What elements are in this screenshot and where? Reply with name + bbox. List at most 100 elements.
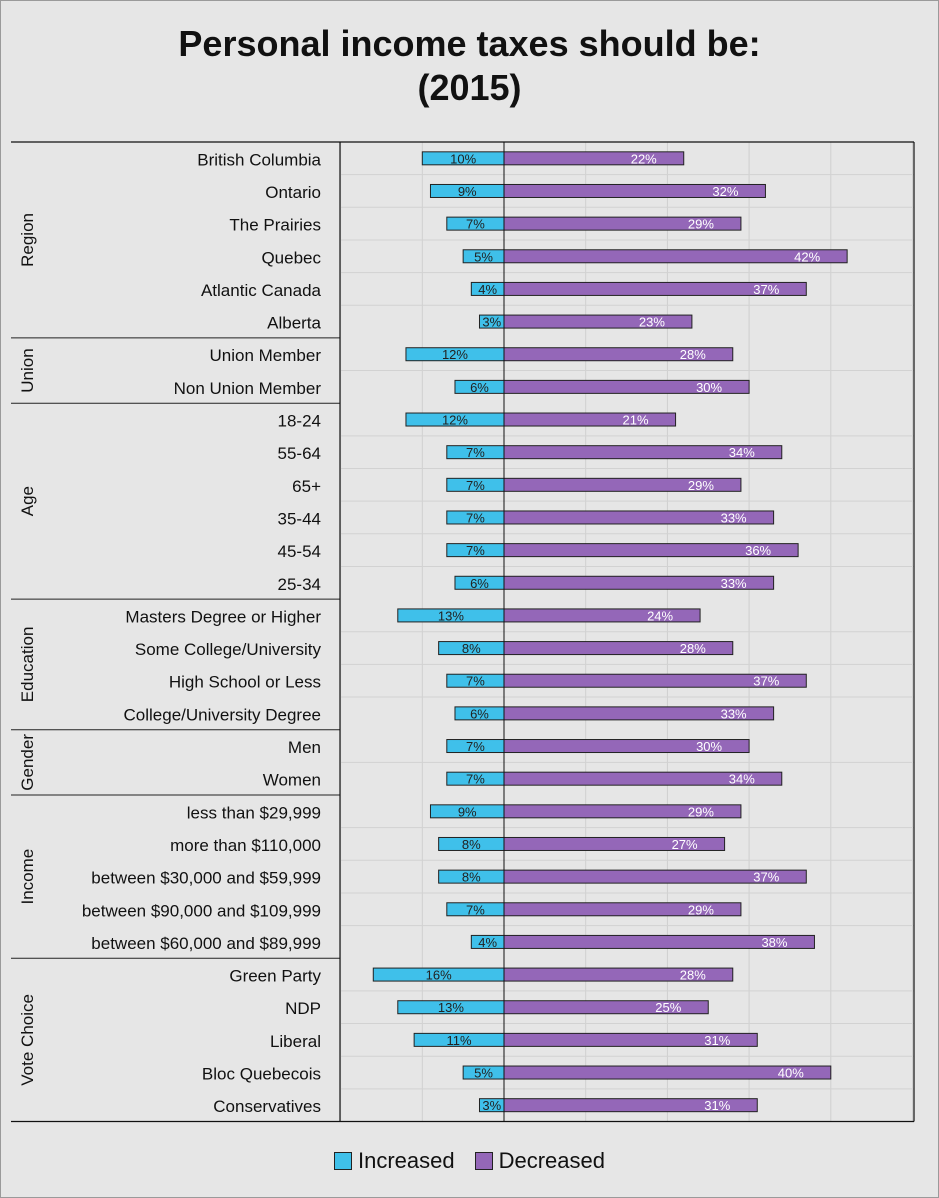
data-label-decreased: 23% xyxy=(639,315,665,330)
data-label-increased: 7% xyxy=(466,510,485,525)
data-label-decreased: 29% xyxy=(688,478,714,493)
data-label-increased: 12% xyxy=(442,347,468,362)
data-label-increased: 10% xyxy=(450,151,476,166)
legend-item-decreased: Decreased xyxy=(474,1148,605,1174)
data-label-increased: 7% xyxy=(466,772,485,787)
data-label-increased: 7% xyxy=(466,902,485,917)
data-label-decreased: 30% xyxy=(696,739,722,754)
category-label: 55-64 xyxy=(278,444,321,463)
title-line: Personal income taxes should be: xyxy=(178,23,761,64)
group-label: Gender xyxy=(18,734,37,791)
data-label-decreased: 42% xyxy=(794,249,820,264)
legend-swatch-decreased xyxy=(474,1152,493,1170)
data-label-increased: 6% xyxy=(470,380,489,395)
category-label: Union Member xyxy=(210,346,322,365)
data-label-decreased: 33% xyxy=(721,706,747,721)
data-label-increased: 7% xyxy=(466,217,485,232)
group-label: Region xyxy=(18,213,37,267)
category-label: Quebec xyxy=(261,248,321,267)
data-label-increased: 13% xyxy=(438,608,464,623)
bar-decreased xyxy=(503,151,685,166)
data-label-increased: 3% xyxy=(482,315,501,330)
data-label-decreased: 37% xyxy=(753,674,779,689)
data-label-decreased: 28% xyxy=(680,641,706,656)
group-label: Education xyxy=(18,627,37,703)
category-label: Ontario xyxy=(265,183,321,202)
data-label-decreased: 36% xyxy=(745,543,771,558)
category-label: Alberta xyxy=(267,314,321,333)
legend-label-increased: Increased xyxy=(357,1148,455,1173)
data-label-increased: 6% xyxy=(470,706,489,721)
data-label-decreased: 24% xyxy=(647,608,673,623)
chart-title: Personal income taxes should be: (2015) xyxy=(0,22,939,110)
data-label-decreased: 33% xyxy=(721,510,747,525)
data-label-decreased: 38% xyxy=(761,935,787,950)
category-label: Masters Degree or Higher xyxy=(125,607,321,626)
data-label-decreased: 31% xyxy=(704,1033,730,1048)
category-label: Atlantic Canada xyxy=(201,281,322,300)
data-label-increased: 9% xyxy=(458,804,477,819)
data-label-increased: 8% xyxy=(462,837,481,852)
category-label: British Columbia xyxy=(197,150,321,169)
legend-label-decreased: Decreased xyxy=(498,1148,605,1173)
category-label: Men xyxy=(288,738,321,757)
data-label-decreased: 40% xyxy=(778,1066,804,1081)
category-label: High School or Less xyxy=(169,673,321,692)
data-label-decreased: 34% xyxy=(729,445,755,460)
category-label: between $60,000 and $89,999 xyxy=(91,934,321,953)
data-label-increased: 3% xyxy=(482,1098,501,1113)
data-label-decreased: 27% xyxy=(672,837,698,852)
category-label: 35-44 xyxy=(278,509,321,528)
data-label-increased: 6% xyxy=(470,576,489,591)
subtitle-line: (2015) xyxy=(417,67,522,108)
data-label-decreased: 25% xyxy=(655,1000,681,1015)
category-label: more than $110,000 xyxy=(170,836,321,855)
data-label-increased: 8% xyxy=(462,870,481,885)
data-label-increased: 5% xyxy=(474,1066,493,1081)
category-label: between $30,000 and $59,999 xyxy=(91,869,321,888)
category-label: 65+ xyxy=(292,477,321,496)
group-label: Vote Choice xyxy=(18,994,37,1086)
category-label: Liberal xyxy=(270,1032,321,1051)
bar-decreased xyxy=(503,412,677,427)
data-label-decreased: 37% xyxy=(753,870,779,885)
category-label: Bloc Quebecois xyxy=(202,1065,321,1084)
data-label-decreased: 31% xyxy=(704,1098,730,1113)
legend-swatch-increased xyxy=(333,1152,352,1170)
data-label-decreased: 32% xyxy=(712,184,738,199)
group-label: Union xyxy=(18,348,37,392)
category-label: 45-54 xyxy=(278,542,321,561)
data-label-decreased: 29% xyxy=(688,804,714,819)
data-label-decreased: 28% xyxy=(680,347,706,362)
data-label-decreased: 37% xyxy=(753,282,779,297)
group-label: Age xyxy=(18,486,37,516)
category-label: Green Party xyxy=(229,967,321,986)
legend: Increased Decreased xyxy=(0,1148,939,1174)
category-label: Conservatives xyxy=(213,1097,321,1116)
data-label-decreased: 22% xyxy=(631,151,657,166)
data-label-decreased: 28% xyxy=(680,968,706,983)
data-label-increased: 9% xyxy=(458,184,477,199)
legend-item-increased: Increased xyxy=(333,1148,455,1174)
category-label: Some College/University xyxy=(135,640,322,659)
data-label-increased: 7% xyxy=(466,478,485,493)
category-label: Women xyxy=(263,771,321,790)
category-label: NDP xyxy=(285,999,321,1018)
data-label-increased: 4% xyxy=(478,282,497,297)
category-label: 18-24 xyxy=(278,412,321,431)
category-label: between $90,000 and $109,999 xyxy=(82,901,321,920)
data-label-increased: 7% xyxy=(466,674,485,689)
category-label: Non Union Member xyxy=(174,379,322,398)
group-label: Income xyxy=(18,849,37,905)
category-label: 25-34 xyxy=(278,575,321,594)
category-label: The Prairies xyxy=(229,216,321,235)
data-label-increased: 12% xyxy=(442,413,468,428)
data-label-decreased: 30% xyxy=(696,380,722,395)
data-label-decreased: 29% xyxy=(688,902,714,917)
category-label: College/University Degree xyxy=(124,705,321,724)
category-label: less than $29,999 xyxy=(187,803,321,822)
data-label-increased: 7% xyxy=(466,445,485,460)
data-label-increased: 11% xyxy=(447,1033,472,1048)
data-label-decreased: 33% xyxy=(721,576,747,591)
